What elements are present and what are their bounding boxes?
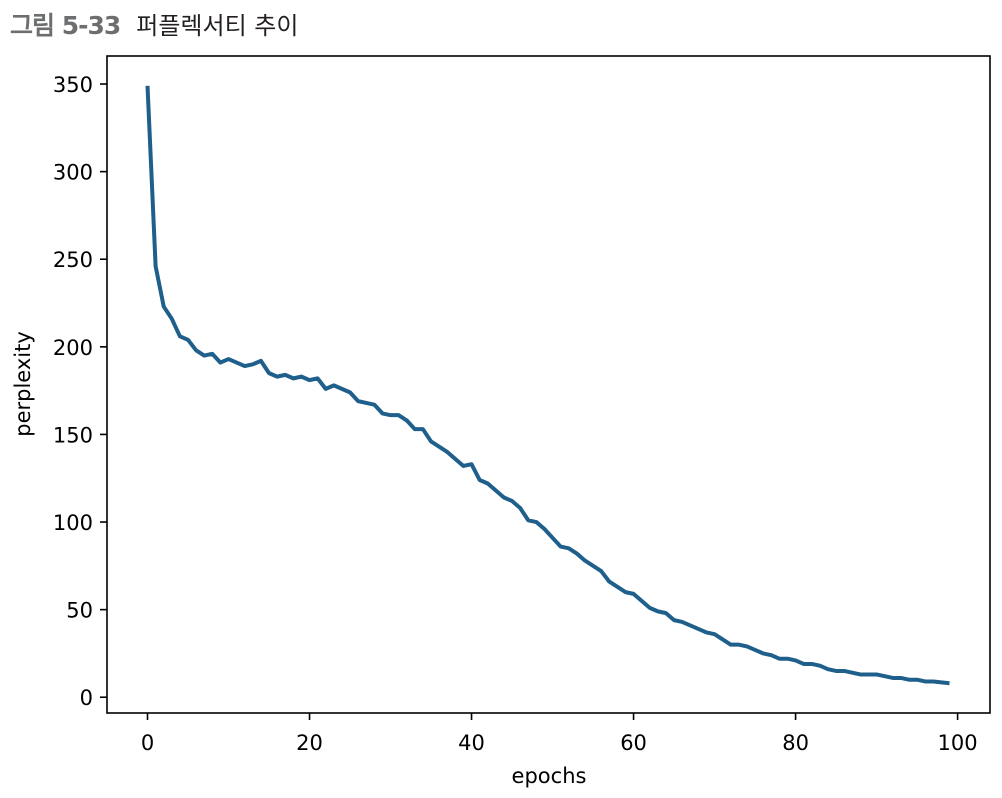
- y-tick-label: 300: [53, 161, 93, 185]
- x-tick-label: 40: [458, 731, 485, 755]
- y-tick-label: 0: [80, 686, 93, 710]
- y-tick-label: 150: [53, 423, 93, 447]
- x-axis-label: epochs: [512, 764, 587, 788]
- series-line-0: [145, 85, 950, 686]
- y-tick-label: 200: [53, 336, 93, 360]
- x-tick-label: 60: [620, 731, 647, 755]
- y-tick-label: 250: [53, 248, 93, 272]
- x-tick-label: 80: [782, 731, 809, 755]
- figure-caption: 그림 5-33 퍼플렉서티 추이: [10, 6, 298, 42]
- x-tick-label: 20: [296, 731, 323, 755]
- y-tick-label: 350: [53, 73, 93, 97]
- figure-number: 그림 5-33: [10, 11, 121, 40]
- plot-frame: [106, 55, 991, 714]
- y-tick-label: 50: [66, 599, 93, 623]
- x-tick-label: 100: [938, 731, 978, 755]
- figure-title: 퍼플렉서티 추이: [136, 12, 299, 40]
- y-axis-label: perplexity: [11, 331, 35, 437]
- y-axis-ticks: 0 50 100 150 200 250 300 350: [53, 73, 107, 710]
- plot-area: [106, 55, 991, 714]
- x-tick-label: 0: [141, 731, 154, 755]
- x-axis-ticks: 0 20 40 60 80 100: [141, 713, 978, 755]
- y-tick-label: 100: [53, 511, 93, 535]
